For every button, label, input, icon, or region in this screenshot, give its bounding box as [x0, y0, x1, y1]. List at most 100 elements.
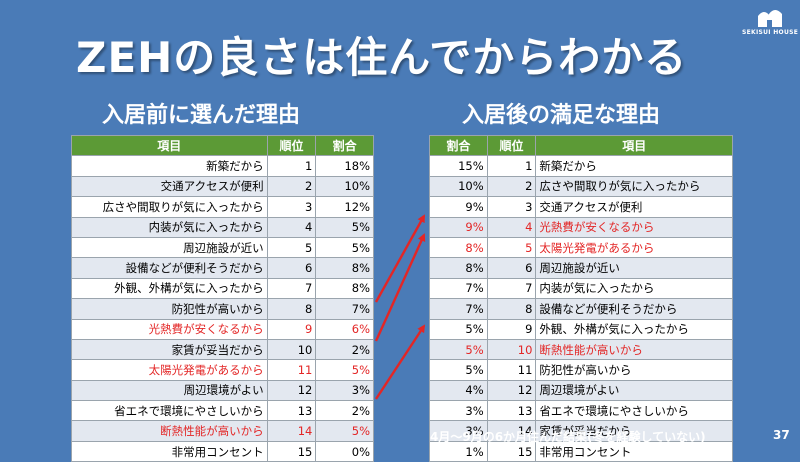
item-cell: 省エネで環境にやさしいから [71, 400, 268, 422]
ratio-cell: 7% [429, 277, 488, 300]
table-row: 8% 6 周辺施設が近い [429, 257, 733, 279]
rank-cell: 8 [486, 298, 537, 320]
ratio-cell: 9% [429, 196, 488, 218]
item-cell: 広さや間取りが気に入ったから [535, 175, 733, 198]
ratio-cell: 2% [315, 400, 374, 422]
table-row: 光熱費が安くなるから 9 6% [71, 318, 374, 340]
item-cell: 太陽光発電があるから [71, 359, 268, 381]
table-header-row: 割合 順位 項目 [429, 134, 733, 157]
table-row: 10% 2 広さや間取りが気に入ったから [429, 175, 733, 198]
rank-cell: 6 [486, 257, 537, 279]
table-row: 内装が気に入ったから 4 5% [71, 216, 374, 238]
item-cell: 太陽光発電があるから [535, 236, 733, 259]
item-cell: 設備などが便利そうだから [535, 298, 733, 320]
table-row: 8% 5 太陽光発電があるから [429, 236, 733, 259]
item-cell: 新築だから [535, 155, 733, 177]
ratio-cell: 7% [429, 298, 488, 320]
ratio-cell: 15% [429, 155, 488, 177]
item-cell: 断熱性能が高いから [535, 338, 733, 361]
table-row: 断熱性能が高いから 14 5% [71, 420, 374, 442]
rank-cell: 14 [486, 420, 537, 442]
rank-cell: 9 [266, 318, 317, 340]
ratio-cell: 3% [429, 420, 488, 442]
rank-cell: 12 [486, 379, 537, 402]
table-row: 省エネで環境にやさしいから 13 2% [71, 400, 374, 422]
rank-cell: 1 [486, 155, 537, 177]
rank-cell: 1 [266, 155, 317, 177]
table-row: 9% 4 光熱費が安くなるから [429, 216, 733, 238]
item-cell: 家賃が妥当だから [71, 338, 268, 361]
table-row: 交通アクセスが便利 2 10% [71, 175, 374, 198]
rank-cell: 4 [266, 216, 317, 238]
slide: ZEHの良さは住んでからわかる SEKISUI HOUSE 入居前に選んだ理由 … [71, 10, 799, 462]
rank-cell: 15 [266, 440, 317, 462]
table-row: 15% 1 新築だから [429, 155, 733, 177]
item-cell: 内装が気に入ったから [535, 277, 733, 300]
rank-cell: 6 [266, 257, 317, 279]
ratio-cell: 8% [315, 277, 374, 300]
table-row: 5% 10 断熱性能が高いから [429, 338, 733, 361]
item-cell: 内装が気に入ったから [71, 216, 268, 238]
table-row: 5% 11 防犯性が高いから [429, 359, 733, 381]
table-row: 3% 13 省エネで環境にやさしいから [429, 400, 733, 422]
table-row: 周辺施設が近い 5 5% [71, 236, 374, 259]
rank-cell: 5 [266, 236, 317, 259]
rank-cell: 10 [486, 338, 537, 361]
rank-cell: 2 [486, 175, 537, 198]
footer-note: 4月～9月の6か月住んだ結果(冬を経験していない) [430, 430, 706, 444]
ratio-cell: 4% [429, 379, 488, 402]
before-reasons-table: 項目 順位 割合 新築だから 1 18% 交通アクセスが便利 2 10% 広さや間取りが気に… [71, 134, 374, 462]
before-heading: 入居前に選んだ理由 [102, 103, 301, 128]
item-cell: 防犯性が高いから [535, 359, 733, 381]
ratio-cell: 18% [315, 155, 374, 177]
item-cell: 交通アクセスが便利 [535, 196, 733, 218]
rank-cell: 10 [266, 338, 317, 361]
ratio-cell: 0% [315, 440, 374, 462]
rank-cell: 3 [266, 196, 317, 218]
ratio-cell: 10% [315, 175, 374, 198]
item-cell: 断熱性能が高いから [71, 420, 268, 442]
item-cell: 光熱費が安くなるから [535, 216, 733, 238]
rank-cell: 9 [486, 318, 537, 340]
ratio-cell: 2% [315, 338, 374, 361]
item-cell: 省エネで環境にやさしいから [535, 400, 733, 422]
slide-title: ZEHの良さは住んでからわかる [76, 33, 688, 82]
ratio-cell: 8% [315, 257, 374, 279]
ratio-cell: 10% [429, 175, 488, 198]
table-row: 外観、外構が気に入ったから 7 8% [71, 277, 374, 300]
rank-cell: 7 [266, 277, 317, 300]
header-item: 項目 [535, 134, 733, 157]
rank-cell: 8 [266, 298, 317, 320]
rank-cell: 13 [266, 400, 317, 422]
ratio-cell: 5% [315, 236, 374, 259]
rank-cell: 11 [486, 359, 537, 381]
table-row: 広さや間取りが気に入ったから 3 12% [71, 196, 374, 218]
item-cell: 周辺施設が近い [71, 236, 268, 259]
rank-cell: 12 [266, 379, 317, 402]
table-row: 5% 9 外観、外構が気に入ったから [429, 318, 733, 340]
rank-cell: 7 [486, 277, 537, 300]
table-row: 防犯性が高いから 8 7% [71, 298, 374, 320]
item-cell: 周辺施設が近い [535, 257, 733, 279]
logo-brand-text: SEKISUI HOUSE [742, 29, 799, 36]
item-cell: 家賃が妥当だから [535, 420, 733, 442]
table-row: 7% 7 内装が気に入ったから [429, 277, 733, 300]
table-row: 家賃が妥当だから 10 2% [71, 338, 374, 361]
after-reasons-table: 割合 順位 項目 15% 1 新築だから 10% 2 広さや間取りが気に入ったから 9% 3 交… [429, 134, 733, 462]
ratio-cell: 5% [315, 359, 374, 381]
ratio-cell: 6% [315, 318, 374, 340]
ratio-cell: 3% [429, 400, 488, 422]
item-cell: 外観、外構が気に入ったから [71, 277, 268, 300]
item-cell: 新築だから [71, 155, 268, 177]
ratio-cell: 8% [429, 257, 488, 279]
ratio-cell: 5% [429, 359, 488, 381]
table-row: 太陽光発電があるから 11 5% [71, 359, 374, 381]
rank-cell: 5 [486, 236, 537, 259]
ratio-cell: 5% [315, 420, 374, 442]
ratio-cell: 5% [315, 216, 374, 238]
item-cell: 防犯性が高いから [71, 298, 268, 320]
arrow-energy-cost [374, 214, 426, 303]
page-number: 37 [773, 428, 790, 442]
item-cell: 設備などが便利そうだから [71, 257, 268, 279]
arrow-insulation [374, 324, 426, 400]
